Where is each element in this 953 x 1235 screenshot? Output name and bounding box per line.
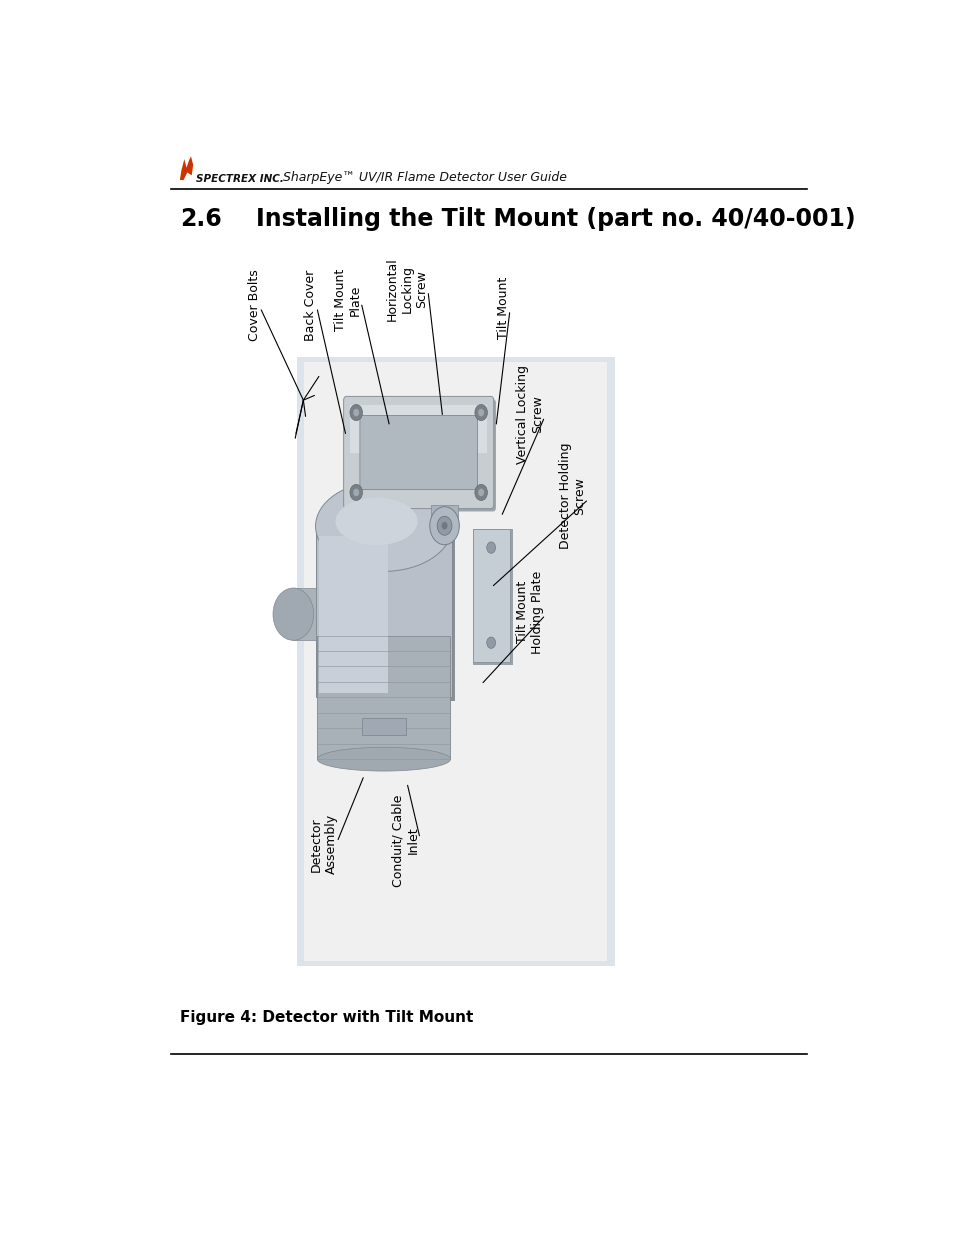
Circle shape — [350, 484, 362, 500]
Ellipse shape — [315, 482, 452, 572]
Circle shape — [475, 484, 487, 500]
Circle shape — [350, 405, 362, 421]
FancyBboxPatch shape — [343, 396, 494, 509]
Text: SPECTREX INC.: SPECTREX INC. — [196, 174, 284, 184]
Text: Detector Holding
Screw: Detector Holding Screw — [558, 443, 586, 550]
Text: Horizontal
Locking
Screw: Horizontal Locking Screw — [385, 257, 428, 321]
FancyBboxPatch shape — [346, 399, 496, 511]
Bar — [315, 531, 452, 698]
Bar — [472, 529, 509, 662]
Polygon shape — [180, 157, 193, 180]
Circle shape — [353, 409, 358, 416]
Text: Conduit/ Cable
Inlet: Conduit/ Cable Inlet — [391, 794, 419, 887]
Bar — [317, 636, 450, 760]
Text: Tilt Mount: Tilt Mount — [497, 277, 509, 340]
Bar — [296, 357, 614, 966]
Text: Tilt Mount
Holding Plate: Tilt Mount Holding Plate — [515, 571, 543, 653]
Circle shape — [353, 489, 358, 496]
Bar — [361, 719, 406, 735]
Bar — [472, 529, 512, 664]
Circle shape — [436, 516, 452, 535]
Bar — [304, 362, 606, 961]
Text: Detector
Assembly: Detector Assembly — [310, 814, 337, 874]
Text: Vertical Locking
Screw: Vertical Locking Screw — [515, 366, 543, 464]
Text: Tilt Mount
Plate: Tilt Mount Plate — [334, 269, 361, 331]
Circle shape — [441, 522, 447, 530]
FancyBboxPatch shape — [359, 415, 476, 489]
Circle shape — [475, 405, 487, 421]
Bar — [318, 535, 455, 701]
Circle shape — [429, 506, 459, 545]
Circle shape — [477, 409, 483, 416]
Bar — [350, 405, 487, 452]
Bar — [319, 536, 387, 693]
Circle shape — [273, 588, 314, 640]
Text: Cover Bolts: Cover Bolts — [248, 269, 261, 341]
Text: SharpEye™ UV/IR Flame Detector User Guide: SharpEye™ UV/IR Flame Detector User Guid… — [283, 170, 567, 184]
Text: Figure 4: Detector with Tilt Mount: Figure 4: Detector with Tilt Mount — [180, 1010, 473, 1025]
Bar — [294, 588, 315, 640]
Ellipse shape — [335, 498, 417, 545]
Text: 2.6: 2.6 — [180, 207, 221, 231]
Bar — [431, 505, 457, 526]
Circle shape — [486, 542, 495, 553]
Circle shape — [477, 489, 483, 496]
Text: Back Cover: Back Cover — [304, 269, 317, 341]
Text: Installing the Tilt Mount (part no. 40/40-001): Installing the Tilt Mount (part no. 40/4… — [255, 207, 855, 231]
Circle shape — [486, 637, 495, 648]
Ellipse shape — [317, 747, 450, 771]
